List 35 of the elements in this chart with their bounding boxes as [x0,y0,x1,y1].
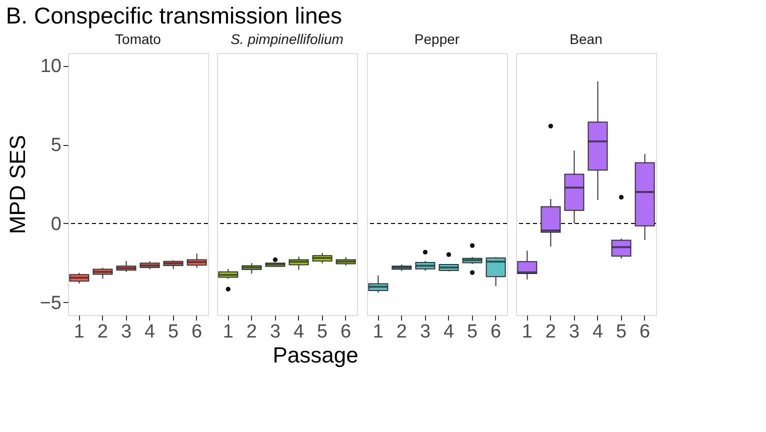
x-tick-label: 4 [443,322,454,342]
x-tick-label: 3 [568,322,580,342]
x-tick-label: 2 [545,322,556,342]
chart-title: Pepper [414,31,460,47]
x-tick-label: 2 [246,322,257,342]
x-tick-label: 6 [490,322,502,342]
y-tick-label: −5 [40,292,62,314]
x-tick-label: 3 [420,322,431,342]
x-tick-label: 3 [120,322,132,342]
x-tick-label: 3 [270,322,281,342]
x-tick-label: 6 [640,322,650,342]
x-tick-label: 5 [317,322,328,342]
chart-title: S. pimpinellifolium [230,31,344,47]
x-tick-label: 5 [616,322,627,342]
text: B. Conspecific transmission lines [6,2,342,28]
x-tick-label: 1 [222,322,234,342]
x-tick-label: 5 [168,322,179,342]
x-tick-label: 4 [144,322,156,342]
y-tick-label: 5 [50,135,62,156]
x-tick-label: 2 [97,322,108,342]
x-tick-label: 1 [74,322,84,342]
x-axis-title: Passage [272,342,358,368]
y-tick-label: 10 [40,56,62,78]
x-tick-label: 6 [192,322,202,342]
y-axis-title: MPD SES [4,134,30,234]
x-tick-label: 1 [372,322,384,342]
x-tick-label: 6 [340,322,352,342]
x-tick-label: 4 [293,322,304,342]
x-tick-label: 2 [396,322,407,342]
chart-title: Tomato [115,31,162,47]
chart-title: Bean [570,31,602,47]
x-tick-label: 1 [522,322,532,342]
x-tick-label: 5 [467,322,478,342]
y-tick-label: 0 [50,214,62,235]
x-tick-label: 4 [592,322,604,342]
